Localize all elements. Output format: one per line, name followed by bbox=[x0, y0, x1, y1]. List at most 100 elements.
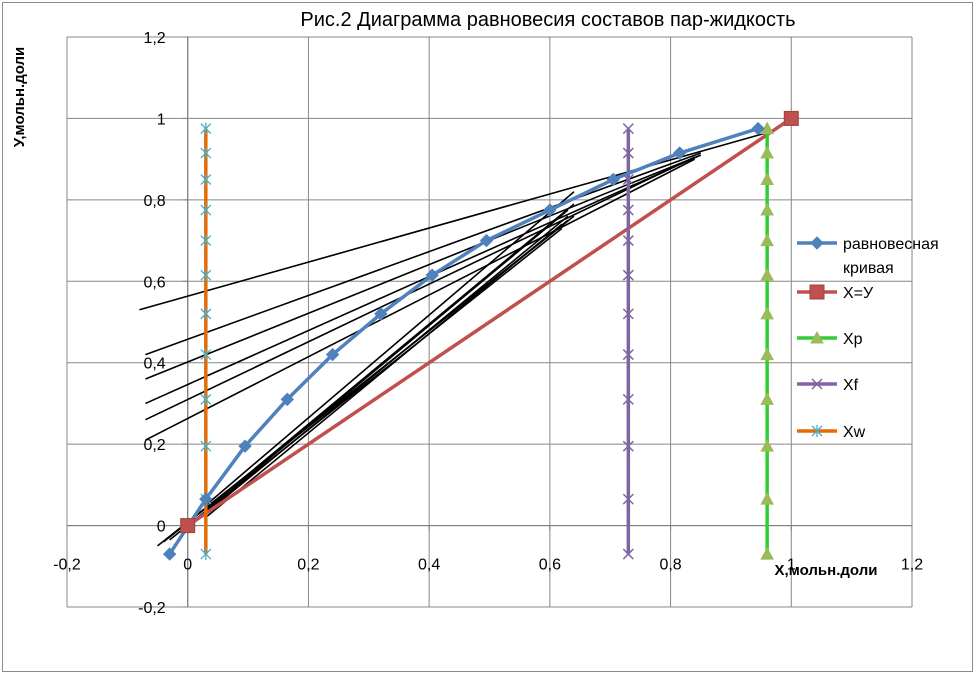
data-point bbox=[200, 204, 212, 217]
series-markers bbox=[162, 110, 799, 561]
data-point bbox=[374, 307, 388, 321]
operating-line bbox=[169, 227, 563, 541]
marker-stroke bbox=[622, 269, 634, 281]
data-point bbox=[606, 172, 620, 187]
data-point bbox=[622, 308, 634, 320]
data-point bbox=[238, 439, 252, 453]
marker-stroke bbox=[622, 349, 634, 361]
legend-marker bbox=[810, 330, 824, 344]
data-point bbox=[760, 172, 774, 185]
chart-title: Рис.2 Диаграмма равновесия составов пар-… bbox=[300, 9, 795, 31]
data-point bbox=[200, 307, 212, 320]
data-point bbox=[622, 440, 634, 452]
operating-line bbox=[145, 154, 702, 405]
data-point bbox=[783, 110, 799, 126]
y-tick-label: 1 bbox=[157, 111, 166, 128]
operating-line bbox=[205, 209, 569, 512]
data-point bbox=[200, 234, 212, 247]
marker-stroke bbox=[622, 235, 634, 247]
data-point bbox=[622, 269, 634, 281]
legend-label: равновесная bbox=[843, 236, 939, 253]
y-axis-title: У,мольн.доли bbox=[11, 47, 28, 148]
operating-line bbox=[139, 131, 768, 311]
data-point bbox=[622, 204, 634, 216]
data-point bbox=[622, 123, 634, 135]
data-point bbox=[200, 348, 212, 361]
marker-stroke bbox=[622, 308, 634, 320]
legend-label: Хw bbox=[843, 424, 866, 441]
marker-stroke bbox=[622, 548, 634, 560]
series-lines bbox=[139, 116, 793, 556]
legend-marker bbox=[810, 236, 824, 250]
data-point bbox=[760, 492, 774, 505]
x-axis-title: Х,мольн.доли bbox=[775, 562, 878, 579]
data-point bbox=[760, 347, 774, 361]
data-point bbox=[199, 492, 213, 506]
x-tick-label: 0,6 bbox=[539, 557, 561, 574]
x-tick-label: 0 bbox=[183, 557, 192, 574]
y-tick-label: 0,2 bbox=[143, 437, 165, 454]
data-point bbox=[200, 440, 212, 453]
x-tick-label: -0,2 bbox=[53, 557, 81, 574]
data-point bbox=[751, 121, 765, 136]
marker-stroke bbox=[622, 393, 634, 405]
series-line bbox=[186, 116, 793, 528]
legend-marker bbox=[811, 378, 823, 390]
data-point bbox=[622, 173, 634, 186]
legend-label: Хf bbox=[843, 377, 859, 394]
data-point bbox=[622, 393, 634, 405]
data-point bbox=[325, 347, 340, 362]
data-point bbox=[760, 392, 774, 405]
y-tick-label: 0 bbox=[157, 519, 166, 536]
operating-line bbox=[205, 191, 575, 506]
legend-marker bbox=[809, 284, 825, 300]
marker-stroke bbox=[811, 378, 823, 390]
data-point bbox=[760, 145, 774, 159]
x-tick-label: 1 bbox=[787, 557, 796, 574]
marker-stroke bbox=[622, 123, 634, 135]
data-point bbox=[672, 146, 687, 160]
data-point bbox=[180, 518, 196, 534]
data-point bbox=[760, 233, 774, 247]
data-point bbox=[425, 268, 439, 282]
y-tick-label: 1,2 bbox=[143, 30, 165, 47]
data-point bbox=[479, 233, 494, 248]
data-point bbox=[622, 493, 634, 505]
marker-stroke bbox=[622, 147, 634, 159]
data-point bbox=[760, 268, 774, 281]
data-point bbox=[162, 547, 177, 561]
data-point bbox=[622, 548, 634, 560]
data-point bbox=[200, 147, 212, 160]
marker-stroke bbox=[622, 204, 634, 216]
data-point bbox=[622, 147, 634, 159]
x-tick-label: 0,4 bbox=[418, 557, 440, 574]
data-point bbox=[760, 306, 774, 320]
data-point bbox=[200, 269, 212, 282]
data-point bbox=[280, 392, 295, 407]
y-tick-label: 0,6 bbox=[143, 274, 165, 291]
y-tick-label: 0,4 bbox=[143, 356, 165, 373]
data-point bbox=[622, 235, 634, 247]
data-point bbox=[543, 203, 557, 217]
data-point bbox=[622, 349, 634, 361]
operating-line bbox=[145, 154, 702, 380]
operating-line bbox=[145, 158, 696, 441]
legend-label: Хр bbox=[843, 331, 863, 348]
x-tick-label: 0,2 bbox=[297, 557, 319, 574]
data-point bbox=[760, 439, 774, 452]
marker-stroke bbox=[622, 440, 634, 452]
x-tick-label: 1,2 bbox=[901, 557, 923, 574]
data-point bbox=[200, 122, 212, 135]
data-point bbox=[760, 547, 774, 560]
y-tick-label: -0,2 bbox=[138, 600, 166, 617]
data-point bbox=[200, 548, 212, 561]
marker-stroke bbox=[622, 173, 634, 186]
x-tick-label: 0,8 bbox=[659, 557, 681, 574]
operating-line bbox=[145, 156, 696, 421]
operating-line bbox=[163, 219, 569, 543]
tick-labels: -0,2 0 0,2 0,4 0,6 0,8 1 1,2 -0,2 0 0,2 0,4 0,6 0,8 1 1… bbox=[53, 30, 923, 617]
legend: равновесная кривая Х=У Хр Хf Хw bbox=[797, 236, 939, 441]
data-point bbox=[760, 202, 774, 216]
